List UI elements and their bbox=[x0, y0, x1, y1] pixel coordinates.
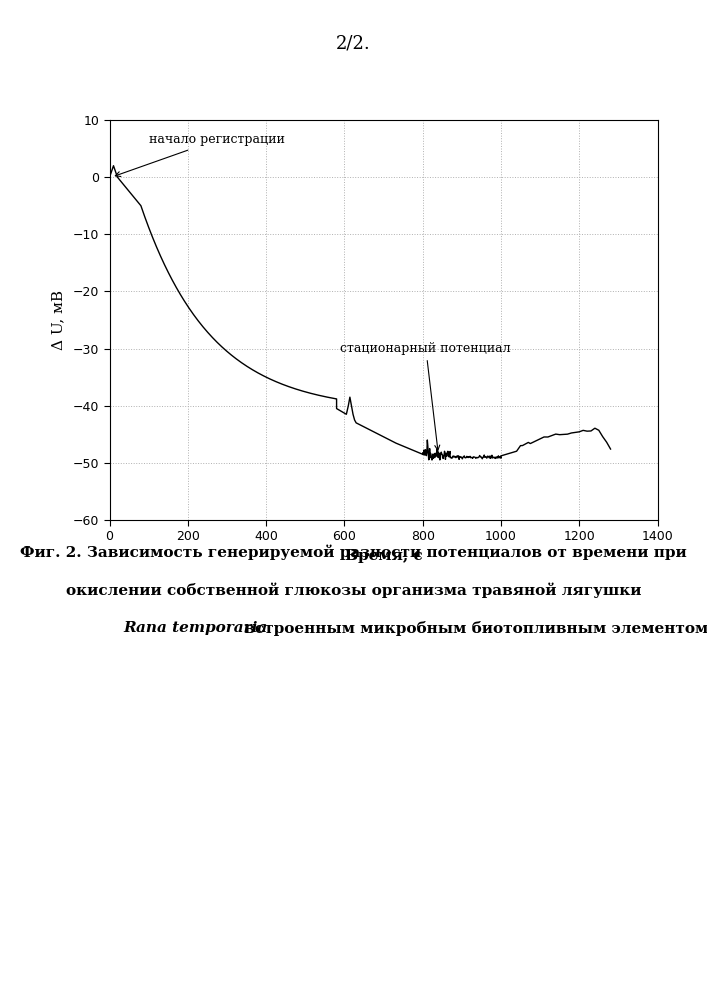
Text: встроенным микробным биотопливным элементом.: встроенным микробным биотопливным элемен… bbox=[239, 621, 707, 636]
Text: Фиг. 2. Зависимость генерируемой разности потенциалов от времени при: Фиг. 2. Зависимость генерируемой разност… bbox=[20, 545, 687, 560]
X-axis label: Время, с: Время, с bbox=[345, 549, 422, 563]
Text: окислении собственной глюкозы организма травяной лягушки: окислении собственной глюкозы организма … bbox=[66, 583, 641, 598]
Y-axis label: Δ U, мВ: Δ U, мВ bbox=[52, 290, 66, 350]
Text: Rana temporaria: Rana temporaria bbox=[124, 621, 268, 635]
Text: стационарный потенциал: стационарный потенциал bbox=[341, 342, 511, 450]
Text: 2/2.: 2/2. bbox=[336, 35, 371, 53]
Text: начало регистрации: начало регистрации bbox=[115, 133, 285, 176]
